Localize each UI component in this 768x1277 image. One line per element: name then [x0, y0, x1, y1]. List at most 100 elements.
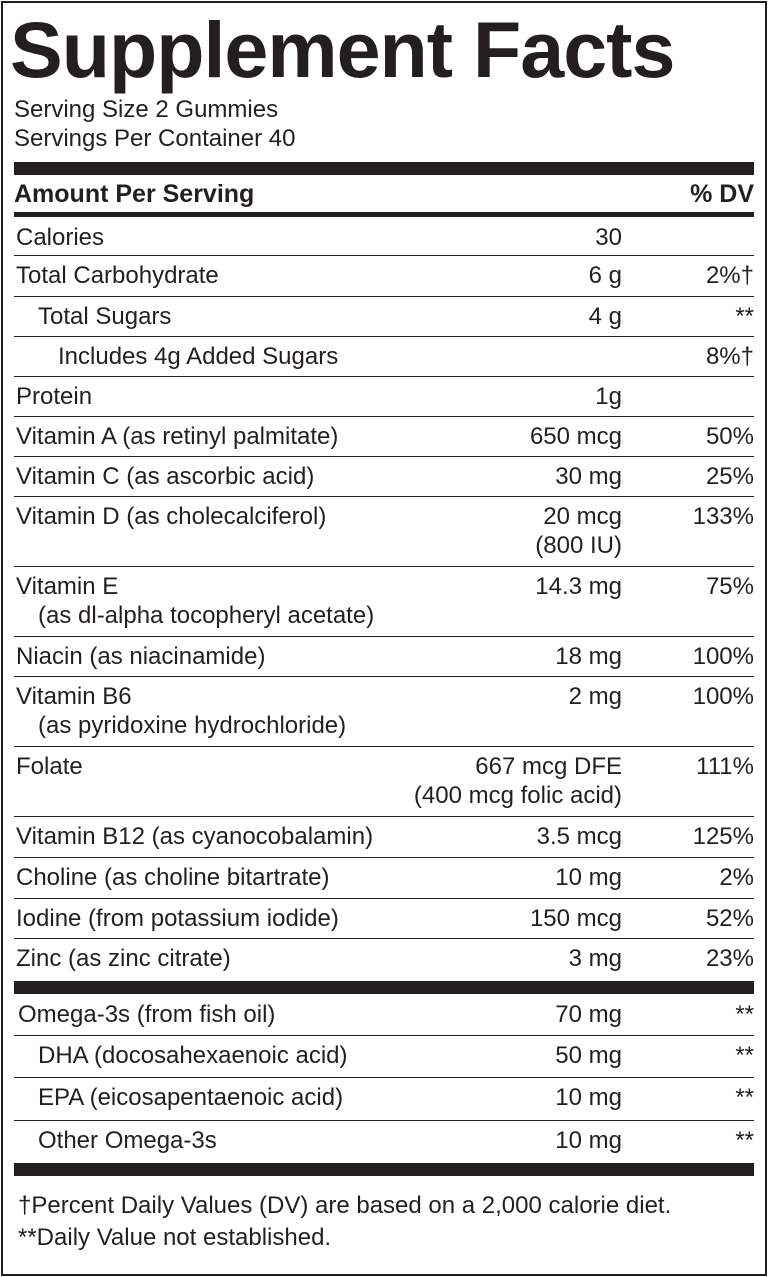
- amount-value: 1g: [595, 383, 622, 410]
- nutrient-amount: 18 mg: [555, 642, 622, 671]
- nutrient-row: Protein 1g: [14, 377, 754, 417]
- nutrient-dv: **: [735, 303, 754, 330]
- nutrient-name: Omega-3s (from fish oil): [18, 1001, 276, 1028]
- nutrient-row: Vitamin B6 (as pyridoxine hydrochloride) 2…: [14, 677, 754, 747]
- amount-value: 30 mg: [555, 463, 622, 490]
- nutrient-dv: 52%: [705, 905, 754, 932]
- nutrient-name: Total Sugars: [38, 303, 172, 330]
- nutrient-dv: 8%†: [705, 343, 754, 370]
- nutrient-amount: 667 mcg DFE (400 mcg folic acid): [414, 752, 622, 810]
- nutrient-row: Total Carbohydrate 6 g 2%†: [14, 256, 754, 297]
- amount-value: 3.5 mcg: [536, 823, 622, 850]
- amount-value: 3 mg: [568, 945, 622, 972]
- nutrient-amount: 10 mg: [555, 1083, 622, 1112]
- nutrient-name: DHA (docosahexaenoic acid): [38, 1042, 348, 1069]
- nutrient-name: Protein: [16, 383, 93, 410]
- nutrient-row: Calories 30: [14, 218, 754, 256]
- amount-value: 14.3 mg: [535, 573, 622, 600]
- footnote-dv: †Percent Daily Values (DV) are based on …: [18, 1192, 672, 1219]
- nutrient-source: (as pyridoxine hydrochloride): [38, 712, 347, 739]
- servings-per-container: Servings Per Container 40: [14, 125, 296, 152]
- nutrient-amount: 150 mcg: [530, 904, 622, 933]
- nutrient-amount: 30 mg: [555, 462, 622, 491]
- nutrient-row: Niacin (as niacinamide) 18 mg 100%: [14, 637, 754, 677]
- nutrient-row: Choline (as choline bitartrate) 10 mg 2%: [14, 858, 754, 899]
- footnote-not-established: **Daily Value not established.: [18, 1224, 332, 1251]
- nutrient-dv: 23%: [705, 945, 754, 972]
- nutrient-name: Total Carbohydrate: [16, 262, 219, 289]
- amount-value: 650 mcg: [529, 423, 622, 450]
- nutrient-dv: 2%: [719, 864, 754, 891]
- nutrient-amount: 50 mg: [555, 1041, 622, 1070]
- nutrient-row: Vitamin A (as retinyl palmitate) 650 mcg 5…: [14, 417, 754, 457]
- nutrient-dv: 111%: [696, 753, 754, 780]
- label-title: Supplement Facts: [10, 5, 675, 94]
- nutrient-dv: 100%: [692, 643, 754, 670]
- amount-per-serving-heading: Amount Per Serving: [14, 180, 255, 208]
- amount-value: 70 mg: [555, 1001, 622, 1028]
- nutrient-name: Folate: [16, 753, 83, 780]
- nutrient-amount: 6 g: [589, 261, 622, 290]
- nutrient-dv: 100%: [692, 683, 754, 710]
- nutrient-name: Includes 4g Added Sugars: [58, 343, 339, 370]
- footnotes: †Percent Daily Values (DV) are based on …: [18, 1190, 671, 1254]
- nutrient-dv: **: [735, 1001, 754, 1028]
- thick-divider: [14, 981, 754, 994]
- nutrient-amount: 70 mg: [555, 1000, 622, 1029]
- medium-divider: [14, 212, 754, 217]
- nutrient-name: Calories: [16, 224, 105, 251]
- amount-value: 6 g: [588, 262, 622, 289]
- nutrient-row: Total Sugars 4 g **: [14, 297, 754, 337]
- amount-secondary: (400 mcg folic acid): [413, 782, 622, 809]
- dv-heading: % DV: [690, 180, 754, 208]
- amount-secondary: (800 IU): [535, 532, 622, 559]
- amount-value: 10 mg: [555, 864, 622, 891]
- nutrient-name: Niacin (as niacinamide): [16, 643, 266, 670]
- nutrient-row: Folate 667 mcg DFE (400 mcg folic acid) 111…: [14, 747, 754, 817]
- amount-value: 50 mg: [555, 1042, 622, 1069]
- nutrient-list: Calories 30 Total Carbohydrate 6 g 2%† Total …: [14, 218, 754, 980]
- nutrient-dv: 25%: [705, 463, 754, 490]
- amount-value: 150 mcg: [529, 905, 622, 932]
- serving-size: Serving Size 2 Gummies: [14, 96, 279, 123]
- nutrient-name: Vitamin C (as ascorbic acid): [16, 463, 315, 490]
- nutrient-row: Other Omega-3s 10 mg **: [14, 1121, 754, 1163]
- nutrient-amount: 1g: [595, 382, 622, 411]
- thick-divider: [14, 1163, 754, 1176]
- nutrient-name: Vitamin B6: [16, 683, 132, 710]
- nutrient-amount: 3.5 mcg: [537, 822, 622, 851]
- nutrient-dv: 75%: [705, 573, 754, 600]
- nutrient-row: Zinc (as zinc citrate) 3 mg 23%: [14, 939, 754, 980]
- amount-value: 4 g: [588, 303, 622, 330]
- nutrient-amount: 650 mcg: [530, 422, 622, 451]
- amount-value: 10 mg: [555, 1084, 622, 1111]
- nutrient-name: Other Omega-3s: [38, 1127, 217, 1154]
- nutrient-dv: 125%: [692, 823, 754, 850]
- nutrient-dv: **: [735, 1042, 754, 1069]
- nutrient-source: (as dl-alpha tocopheryl acetate): [38, 602, 375, 629]
- nutrient-amount: 30: [595, 223, 622, 252]
- nutrient-row: Vitamin D (as cholecalciferol) 20 mcg (800…: [14, 497, 754, 567]
- amount-value: 18 mg: [555, 643, 622, 670]
- column-header: Amount Per Serving % DV: [14, 176, 754, 212]
- nutrient-name: Vitamin B12 (as cyanocobalamin): [16, 823, 374, 850]
- amount-value: 667 mcg DFE: [475, 753, 622, 780]
- nutrient-dv: 133%: [692, 503, 754, 530]
- nutrient-amount: 20 mcg (800 IU): [535, 502, 622, 560]
- nutrient-amount: 3 mg: [569, 944, 622, 973]
- nutrient-dv: 50%: [705, 423, 754, 450]
- amount-value: 10 mg: [555, 1127, 622, 1154]
- nutrient-row: EPA (eicosapentaenoic acid) 10 mg **: [14, 1078, 754, 1121]
- amount-value: 2 mg: [568, 683, 622, 710]
- nutrient-name: Zinc (as zinc citrate): [16, 945, 231, 972]
- amount-value: 20 mcg: [543, 503, 622, 530]
- nutrient-dv: 2%†: [705, 262, 754, 289]
- nutrient-name: Iodine (from potassium iodide): [16, 905, 339, 932]
- nutrient-row: Includes 4g Added Sugars 8%†: [14, 337, 754, 377]
- nutrient-name: Vitamin A (as retinyl palmitate): [16, 423, 339, 450]
- nutrient-name: EPA (eicosapentaenoic acid): [38, 1084, 344, 1111]
- thick-divider: [14, 162, 754, 175]
- nutrient-row: Iodine (from potassium iodide) 150 mcg 52%: [14, 899, 754, 939]
- nutrient-amount: 2 mg: [569, 682, 622, 711]
- nutrient-dv: **: [735, 1127, 754, 1154]
